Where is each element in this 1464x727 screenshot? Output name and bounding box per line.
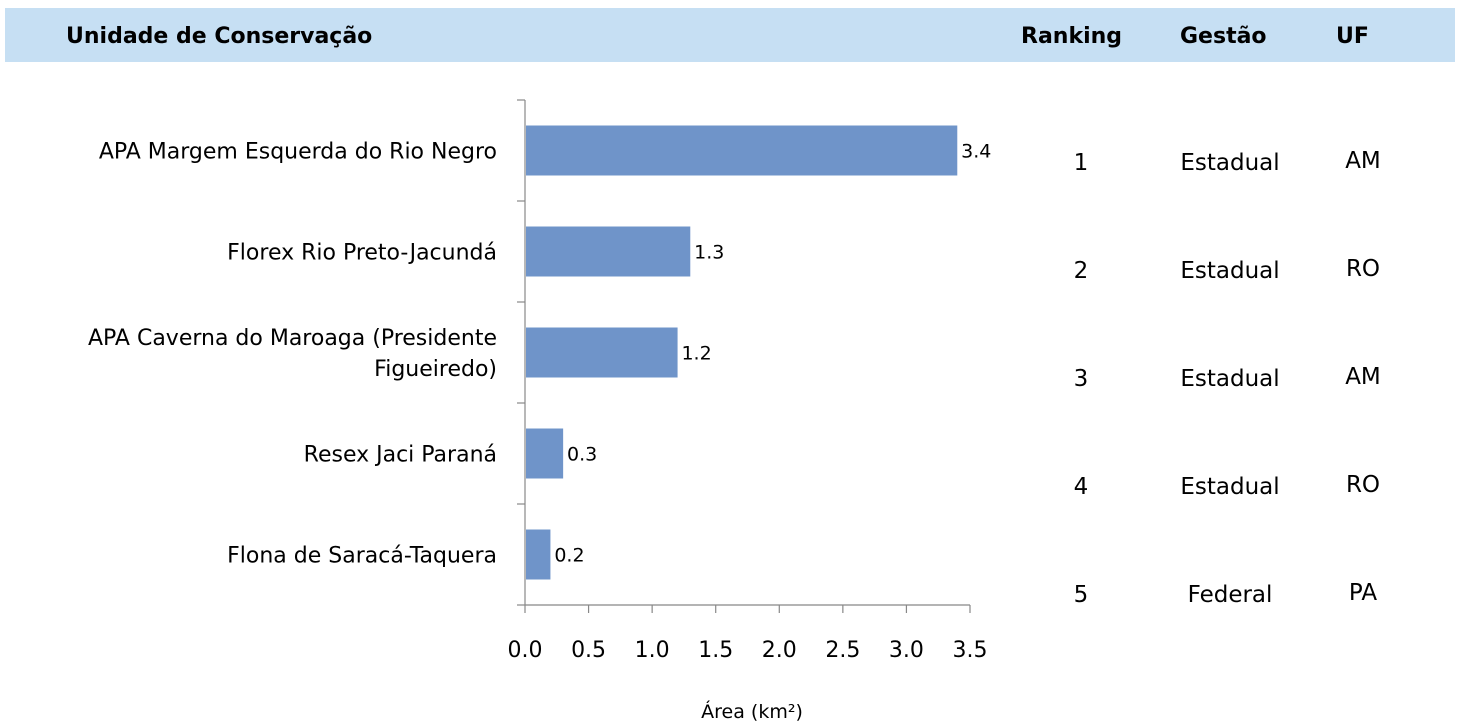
- category-label: APA Margem Esquerda do Rio Negro: [99, 140, 497, 165]
- x-tick-label: 2.5: [825, 638, 860, 663]
- header-gestao-label: Gestão: [1180, 24, 1267, 49]
- gestao-cell: Federal: [1187, 582, 1273, 608]
- data-label: 0.3: [567, 444, 597, 466]
- bar-2: [526, 226, 691, 277]
- x-tick-label: 3.5: [953, 638, 988, 663]
- gestao-cell: Estadual: [1180, 258, 1280, 284]
- uf-cell: AM: [1345, 148, 1381, 174]
- ranking-cell: 5: [1073, 582, 1089, 608]
- header-band: [5, 8, 1455, 62]
- bar-4: [526, 428, 564, 479]
- gestao-cell: Estadual: [1180, 474, 1280, 500]
- x-tick-label: 1.5: [698, 638, 733, 663]
- category-label: APA Caverna do Maroaga (Presidente: [88, 326, 497, 351]
- category-label: Florex Rio Preto-Jacundá: [227, 241, 497, 266]
- x-tick-label: 3.0: [889, 638, 924, 663]
- category-label: Flona de Saracá-Taquera: [227, 544, 497, 569]
- data-label: 1.3: [694, 242, 724, 264]
- x-tick-label: 0.5: [571, 638, 606, 663]
- bar-1: [526, 125, 958, 176]
- x-tick-label: 1.0: [635, 638, 670, 663]
- uf-cell: PA: [1348, 580, 1378, 606]
- ranking-cell: 3: [1073, 366, 1089, 392]
- data-label: 3.4: [961, 141, 991, 163]
- header-unit-label: Unidade de Conservação: [66, 24, 373, 49]
- ranking-cell: 4: [1073, 474, 1089, 500]
- x-tick-label: 0.0: [508, 638, 543, 663]
- gestao-cell: Estadual: [1180, 366, 1280, 392]
- category-label: Figueiredo): [374, 357, 497, 382]
- gestao-cell: Estadual: [1180, 150, 1280, 176]
- x-tick-label: 2.0: [762, 638, 797, 663]
- bar-5: [526, 529, 551, 580]
- header-uf-label: UF: [1336, 24, 1369, 49]
- uf-cell: RO: [1345, 256, 1381, 282]
- ranking-cell: 1: [1073, 150, 1089, 176]
- x-axis-title: Área (km²): [701, 700, 803, 723]
- uf-cell: RO: [1345, 472, 1381, 498]
- header-ranking-label: Ranking: [1021, 24, 1123, 49]
- uf-cell: AM: [1345, 364, 1381, 390]
- data-label: 1.2: [681, 343, 711, 365]
- data-label: 0.2: [554, 545, 584, 567]
- ranking-cell: 2: [1073, 258, 1089, 284]
- category-label: Resex Jaci Paraná: [304, 443, 497, 468]
- bar-3: [526, 327, 678, 378]
